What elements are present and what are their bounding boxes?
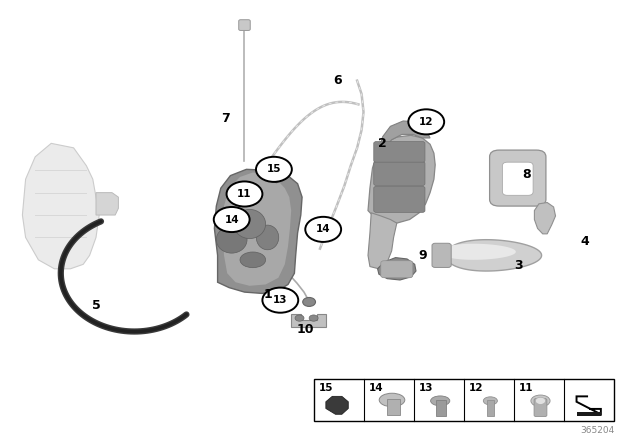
- Text: 15: 15: [319, 383, 333, 393]
- Text: 14: 14: [316, 224, 330, 234]
- Ellipse shape: [483, 397, 497, 405]
- Text: 11: 11: [519, 383, 534, 393]
- FancyBboxPatch shape: [436, 400, 446, 416]
- Text: 6: 6: [333, 74, 342, 87]
- Text: 7: 7: [221, 112, 230, 125]
- Text: 12: 12: [419, 117, 433, 127]
- Circle shape: [408, 109, 444, 134]
- FancyBboxPatch shape: [374, 142, 425, 162]
- Circle shape: [214, 207, 250, 232]
- Ellipse shape: [256, 225, 279, 250]
- Polygon shape: [368, 213, 397, 269]
- Ellipse shape: [240, 252, 266, 267]
- Text: 1: 1: [263, 288, 272, 302]
- Text: 5: 5: [92, 299, 100, 312]
- FancyBboxPatch shape: [502, 162, 533, 195]
- Text: 4: 4: [580, 234, 589, 248]
- Text: 13: 13: [419, 383, 433, 393]
- Text: 8: 8: [522, 168, 531, 181]
- FancyBboxPatch shape: [486, 400, 494, 416]
- FancyBboxPatch shape: [239, 20, 250, 30]
- Polygon shape: [214, 169, 302, 293]
- Polygon shape: [22, 143, 99, 269]
- FancyBboxPatch shape: [374, 186, 425, 212]
- Text: 10: 10: [296, 323, 314, 336]
- Polygon shape: [223, 172, 291, 286]
- FancyBboxPatch shape: [490, 150, 546, 206]
- Ellipse shape: [379, 393, 404, 407]
- Text: 12: 12: [469, 383, 484, 393]
- Text: 11: 11: [237, 189, 252, 199]
- Ellipse shape: [531, 395, 550, 407]
- Ellipse shape: [431, 396, 450, 406]
- FancyBboxPatch shape: [387, 399, 399, 415]
- Polygon shape: [445, 240, 541, 271]
- Circle shape: [295, 315, 304, 321]
- Text: 13: 13: [273, 295, 287, 305]
- Circle shape: [262, 288, 298, 313]
- Text: 3: 3: [514, 259, 523, 272]
- Polygon shape: [378, 258, 416, 280]
- Polygon shape: [96, 193, 118, 215]
- Text: 14: 14: [225, 215, 239, 224]
- FancyBboxPatch shape: [432, 243, 451, 267]
- Ellipse shape: [234, 209, 266, 238]
- Circle shape: [309, 315, 318, 321]
- Polygon shape: [534, 202, 556, 234]
- Ellipse shape: [216, 226, 247, 253]
- Bar: [577, 412, 601, 416]
- Text: 9: 9: [418, 249, 427, 262]
- FancyBboxPatch shape: [381, 261, 413, 278]
- Polygon shape: [326, 396, 348, 414]
- Circle shape: [256, 157, 292, 182]
- Polygon shape: [378, 121, 430, 152]
- Polygon shape: [291, 314, 326, 327]
- Circle shape: [227, 181, 262, 207]
- Polygon shape: [269, 161, 289, 183]
- FancyBboxPatch shape: [534, 399, 547, 417]
- Text: 365204: 365204: [580, 426, 614, 435]
- Circle shape: [303, 297, 316, 306]
- Circle shape: [535, 397, 545, 405]
- Polygon shape: [368, 135, 435, 223]
- Polygon shape: [439, 244, 516, 260]
- Text: 14: 14: [369, 383, 383, 393]
- Bar: [314, 379, 614, 421]
- Circle shape: [305, 217, 341, 242]
- FancyBboxPatch shape: [374, 162, 425, 185]
- Text: 2: 2: [378, 137, 387, 150]
- Text: 15: 15: [267, 164, 281, 174]
